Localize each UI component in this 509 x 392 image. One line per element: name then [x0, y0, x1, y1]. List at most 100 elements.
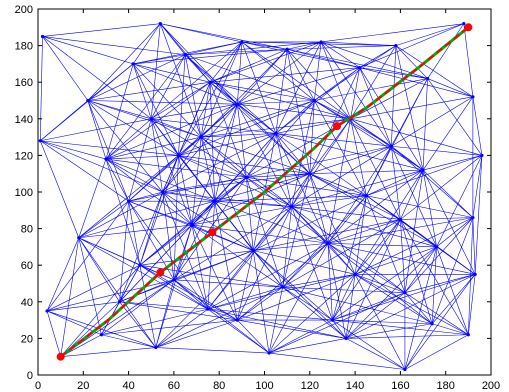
graph-edge — [151, 81, 211, 120]
graph-edge — [345, 246, 437, 339]
graph-edge — [87, 100, 107, 160]
graph-edge — [291, 118, 351, 207]
graph-edge — [404, 292, 433, 324]
graph-edge — [314, 100, 351, 120]
graph-edge — [191, 224, 328, 244]
graph-edge — [210, 48, 288, 83]
graph-node — [149, 117, 153, 121]
graph-node — [127, 199, 131, 203]
graph-node — [176, 153, 181, 157]
graph-edge — [162, 191, 193, 226]
graph-edge — [173, 177, 247, 281]
graph-edge — [286, 49, 311, 174]
graph-edge — [332, 246, 437, 321]
graph-edge — [210, 67, 360, 83]
graph-edge — [275, 133, 311, 174]
graph-edge — [327, 243, 333, 321]
path-node — [56, 352, 65, 361]
path-node — [208, 228, 217, 237]
graph-edge — [359, 67, 424, 171]
graph-edge — [105, 158, 247, 178]
graph-node — [235, 102, 239, 106]
graph-edge — [87, 81, 211, 101]
graph-node — [251, 248, 255, 253]
graph-edge — [309, 173, 329, 244]
graph-edge — [105, 158, 141, 266]
graph-edge — [366, 169, 424, 196]
graph-node — [208, 80, 212, 84]
graph-edge — [78, 191, 163, 239]
graph-node — [403, 367, 407, 372]
graph-node — [308, 172, 312, 176]
graph-edge — [404, 334, 469, 370]
graph-edge — [391, 45, 397, 147]
graph-edge — [309, 173, 437, 248]
graph-node — [364, 194, 369, 198]
graph-edge — [150, 54, 186, 119]
graph-edge — [119, 301, 157, 348]
y-tick-label: 80 — [21, 224, 33, 236]
graph-edge — [46, 279, 174, 312]
graph-edge — [354, 219, 401, 275]
graph-edge — [253, 250, 356, 275]
graph-edge — [366, 195, 406, 293]
y-tick-label: 120 — [15, 150, 33, 162]
graph-edge — [40, 140, 163, 193]
graph-edge — [178, 133, 276, 156]
graph-edge — [350, 67, 360, 119]
graph-edge — [207, 250, 254, 310]
graph-edge — [128, 200, 209, 310]
graph-edge — [191, 173, 310, 226]
graph-edge — [282, 274, 356, 288]
graph-edge — [359, 67, 473, 98]
graph-node — [353, 272, 357, 276]
graph-node — [326, 241, 330, 245]
graph-edge — [237, 100, 315, 105]
graph-edge — [253, 195, 367, 251]
graph-edge — [200, 82, 211, 138]
graph-edge — [207, 286, 283, 310]
graph-edge — [46, 264, 141, 312]
graph-edge — [422, 78, 428, 171]
graph-edge — [105, 158, 193, 226]
graph-edge — [268, 338, 347, 354]
y-tick-label: 100 — [15, 187, 33, 199]
graph-edge — [200, 100, 315, 138]
graph-edge — [472, 155, 483, 218]
graph-edge — [391, 146, 401, 220]
graph-edge — [359, 45, 397, 68]
graph-node — [421, 168, 425, 172]
graph-edge — [78, 200, 129, 238]
path-node — [332, 122, 341, 131]
graph-edge — [139, 191, 163, 266]
graph-edge — [275, 133, 424, 171]
graph-edge — [200, 41, 243, 138]
graph-edge — [237, 41, 322, 105]
y-tick-label: 0 — [27, 370, 33, 382]
graph-edge — [173, 250, 254, 281]
graph-edge — [162, 191, 254, 251]
graph-edge — [332, 319, 347, 339]
graph-edge — [119, 301, 238, 321]
graph-edge — [78, 155, 179, 238]
graph-edge — [282, 219, 401, 288]
graph-edge — [400, 219, 406, 293]
graph-edge — [404, 169, 424, 293]
graph-node — [425, 76, 430, 81]
graph-edge — [268, 319, 333, 354]
graph-edge — [282, 286, 433, 325]
graph-edge — [314, 100, 367, 196]
graph-node — [131, 62, 135, 66]
graph-edge — [275, 133, 292, 207]
graph-edge — [327, 242, 406, 293]
graph-node — [462, 22, 466, 26]
x-tick-label: 200 — [482, 380, 500, 392]
graph-edge — [237, 206, 292, 321]
graph-edge — [241, 41, 315, 101]
y-tick-label: 60 — [21, 260, 33, 272]
graph-edge — [391, 96, 474, 147]
y-tick-label: 180 — [15, 41, 33, 53]
graph-edge — [139, 155, 179, 266]
graph-node — [267, 351, 271, 355]
graph-node — [274, 131, 278, 136]
